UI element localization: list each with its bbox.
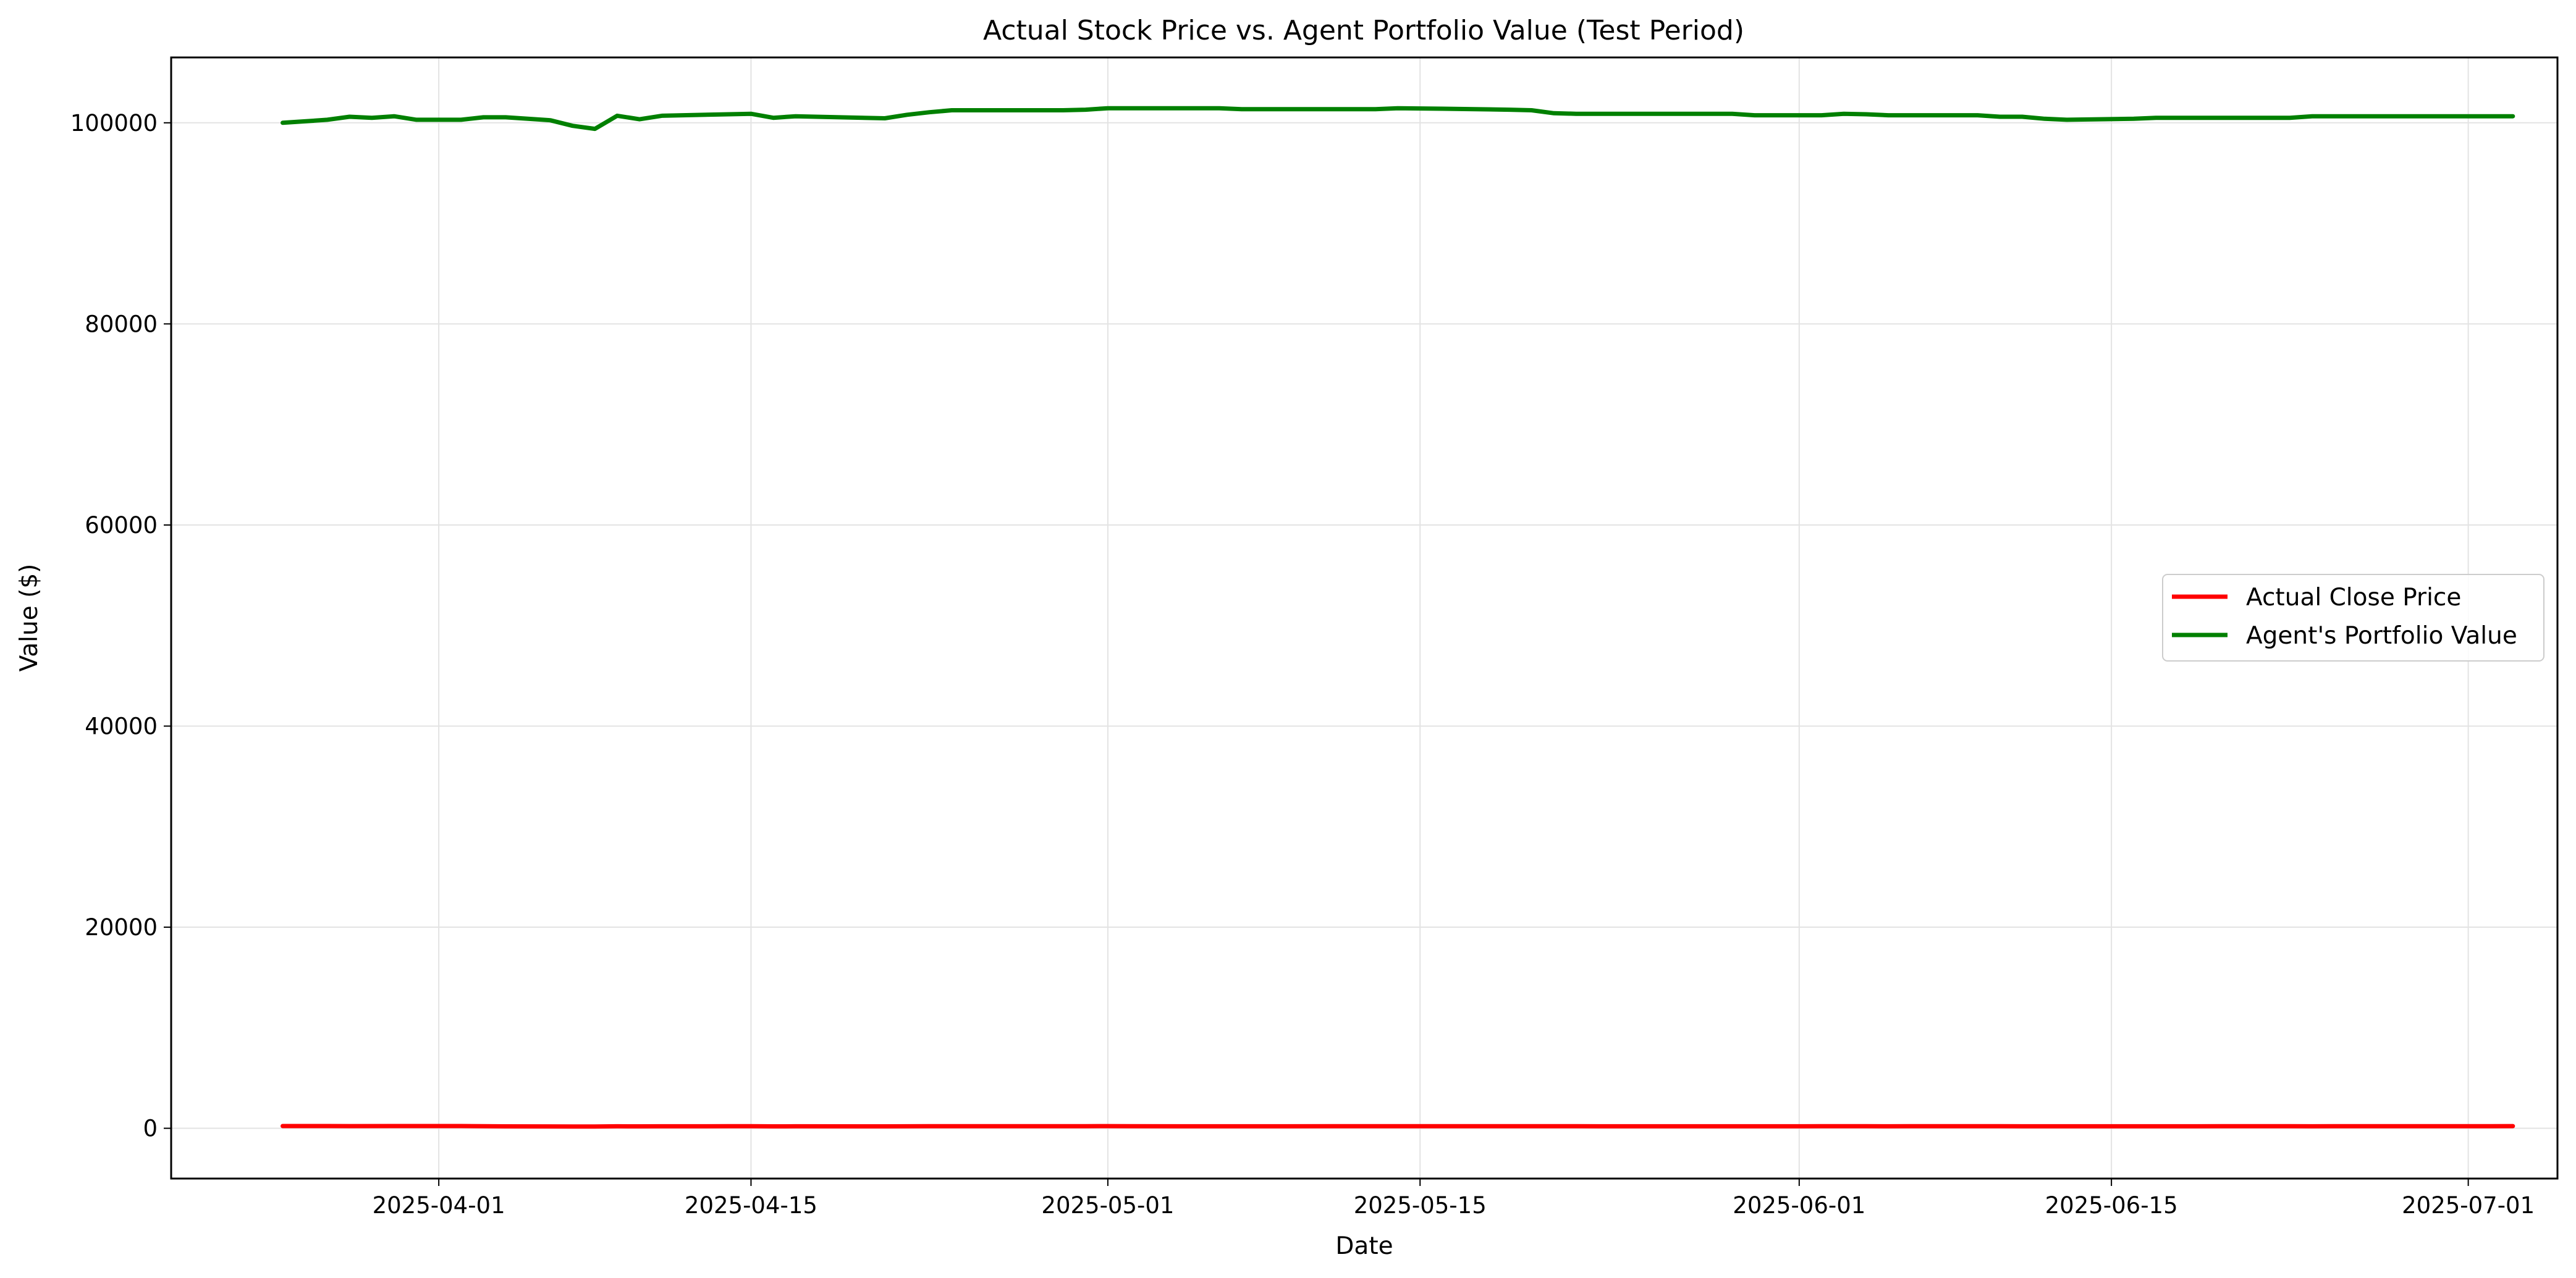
- legend-label-actual-close-price: Actual Close Price: [2246, 584, 2461, 612]
- y-tick-label: 100000: [70, 110, 158, 137]
- series-line-agent-s-portfolio-value: [281, 106, 2515, 132]
- y-tick-label: 80000: [85, 311, 158, 337]
- x-tick-label: 2025-04-15: [685, 1192, 817, 1219]
- y-tick-label: 40000: [85, 713, 158, 739]
- x-axis: 2025-04-01 2025-04-15 2025-05-01 2025-05-15…: [373, 1179, 2535, 1219]
- x-tick-label: 2025-05-15: [1354, 1192, 1487, 1219]
- x-tick-label: 2025-05-01: [1041, 1192, 1174, 1219]
- x-tick-label: 2025-06-01: [1733, 1192, 1865, 1219]
- y-axis: 0 20000 40000 60000 80000 100000: [70, 110, 171, 1142]
- x-tick-label: 2025-07-01: [2402, 1192, 2535, 1219]
- x-tick-label: 2025-04-01: [373, 1192, 505, 1219]
- series-line-actual-close-price: [281, 1124, 2515, 1129]
- y-tick-label: 20000: [85, 914, 158, 941]
- plot-frame: [170, 56, 2559, 1180]
- legend-box: [2162, 574, 2544, 662]
- x-axis-label: Date: [1335, 1232, 1393, 1260]
- legend: Actual Close Price Agent's Portfolio Val…: [2162, 574, 2544, 662]
- x-tick-label: 2025-06-15: [2045, 1192, 2178, 1219]
- y-tick-label: 0: [143, 1116, 158, 1142]
- legend-label-agent-portfolio-value: Agent's Portfolio Value: [2246, 622, 2517, 650]
- chart-title: Actual Stock Price vs. Agent Portfolio V…: [983, 15, 1744, 46]
- y-tick-label: 60000: [85, 512, 158, 539]
- y-axis-label: Value ($): [15, 564, 43, 672]
- series-layer: [281, 106, 2515, 1129]
